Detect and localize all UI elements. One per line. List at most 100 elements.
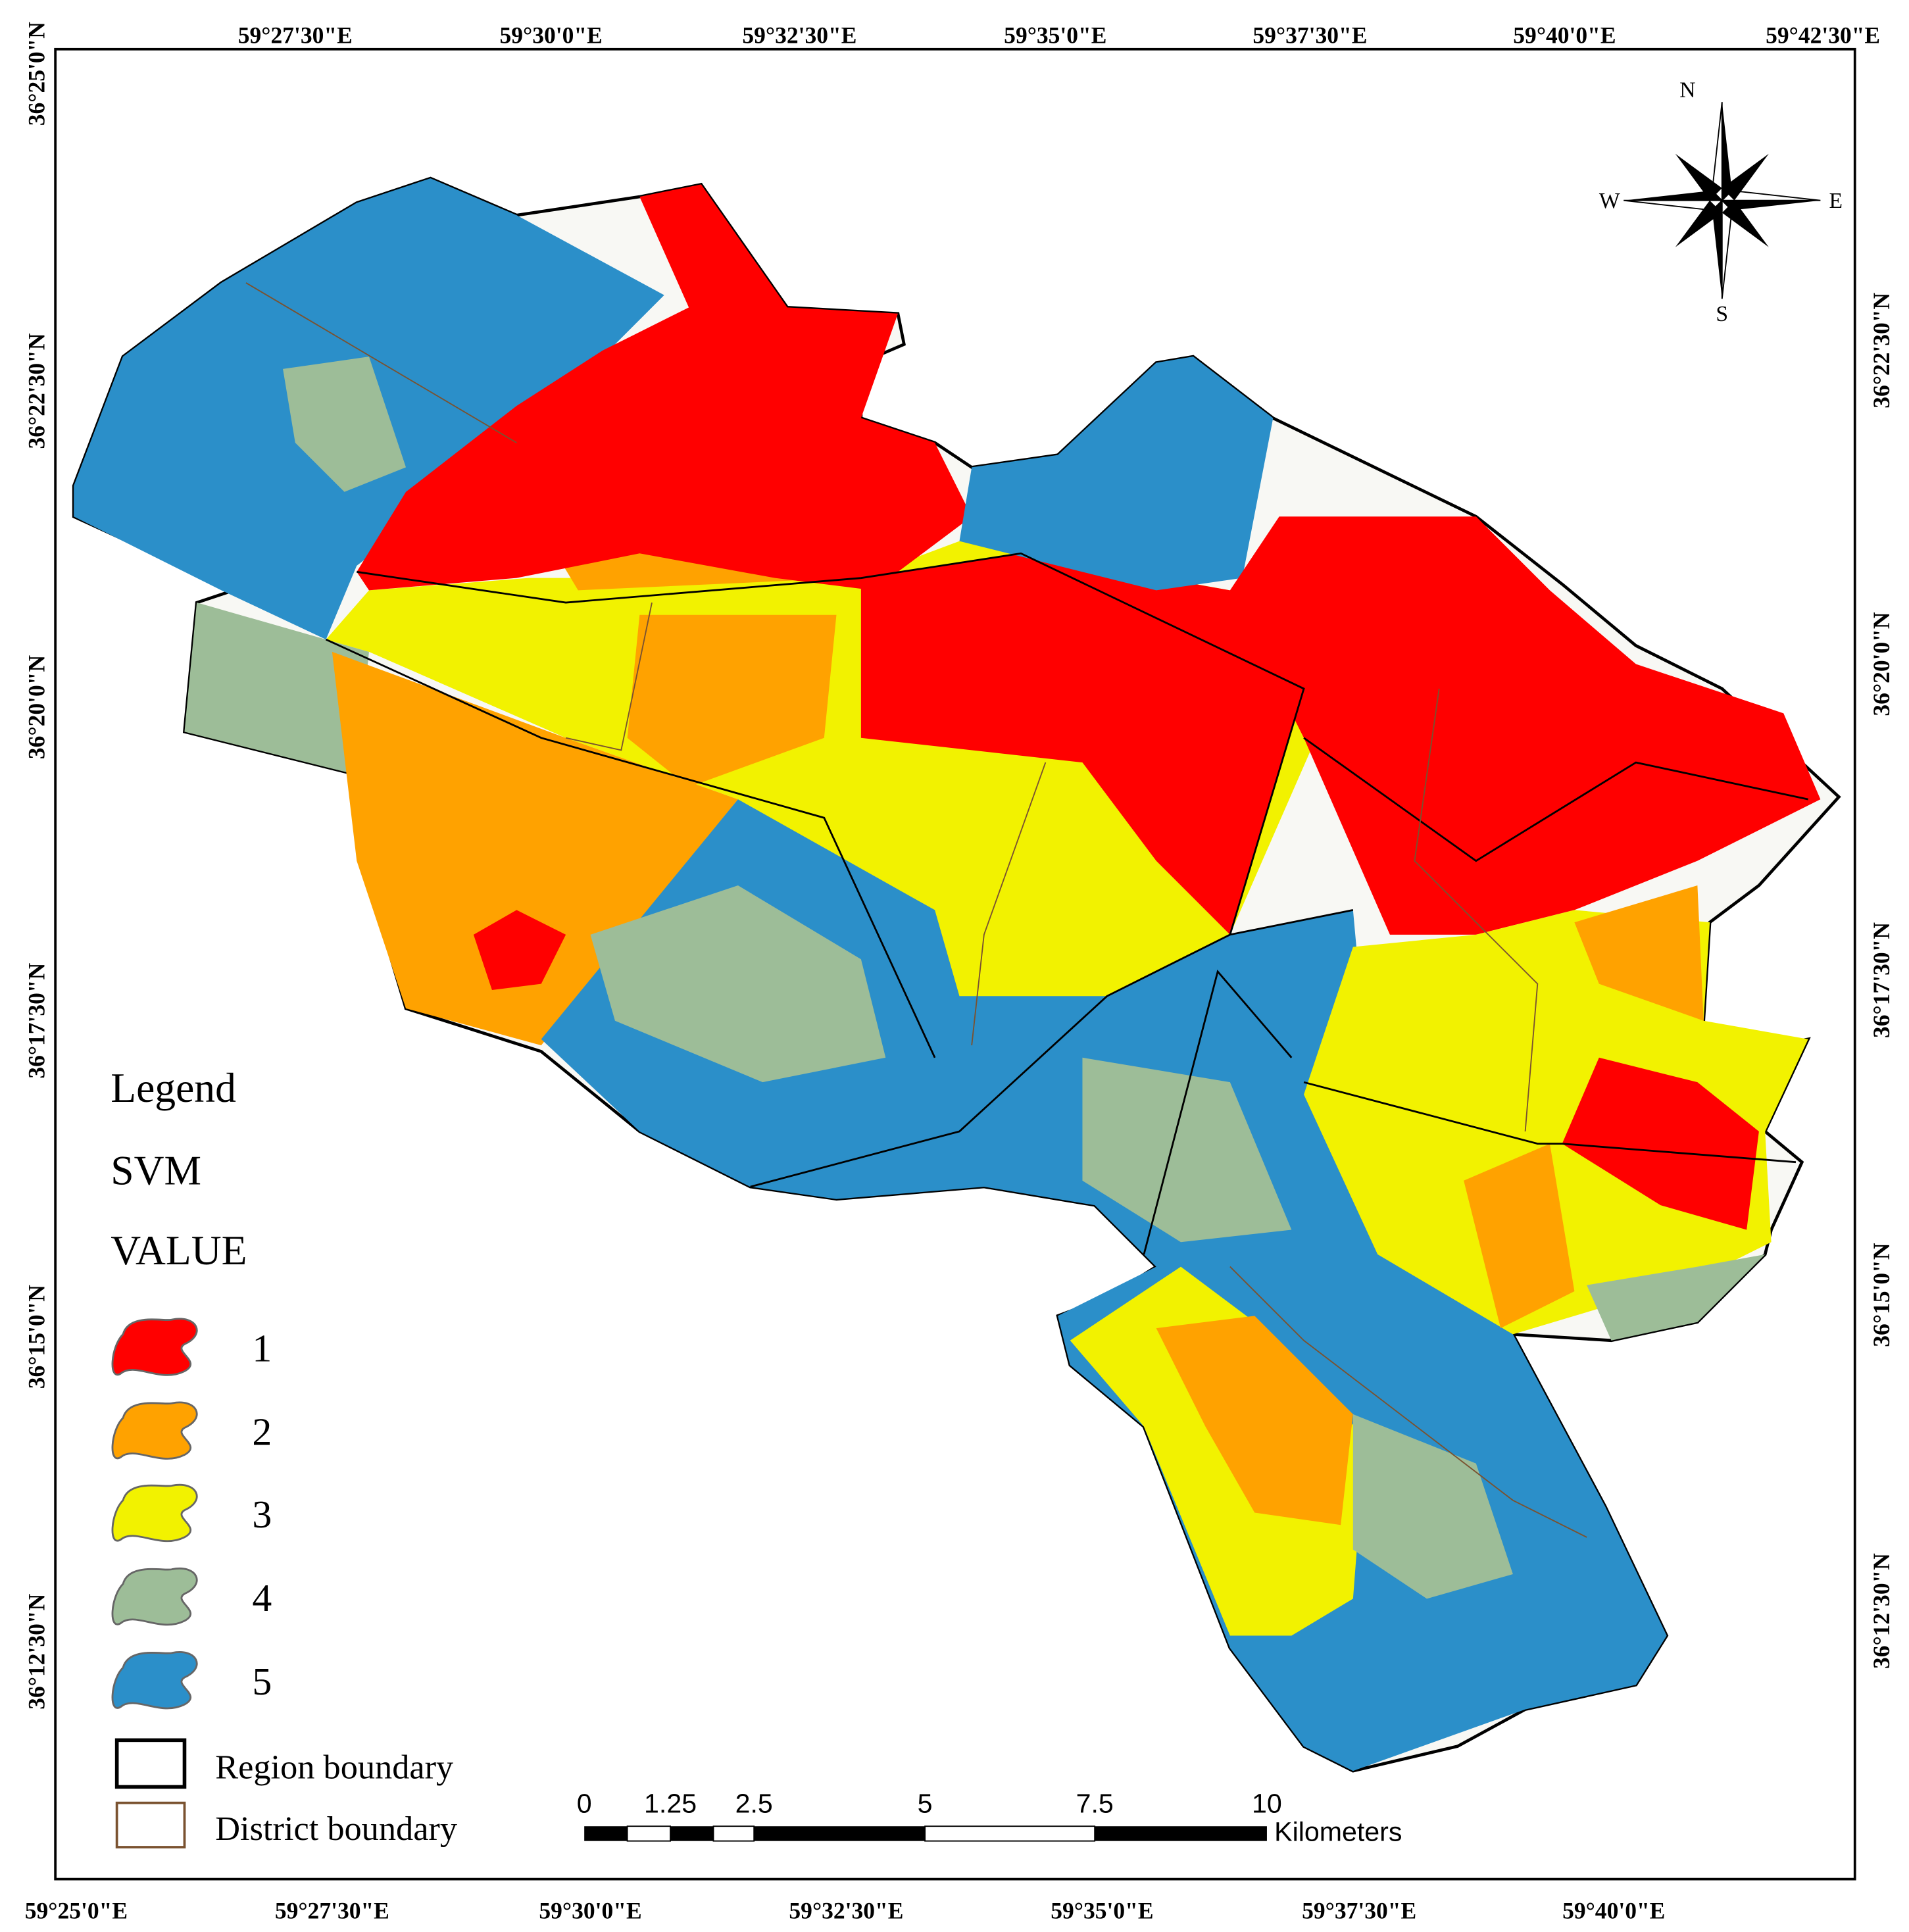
- compass-north: N: [1679, 78, 1695, 103]
- compass-arm: [1624, 190, 1722, 201]
- scale-bar: 0 1.25 2.5 5 7.5 10 Kilometers: [577, 1789, 1402, 1847]
- longitude-label: 59°37'30"E: [1252, 22, 1367, 48]
- map-frame: [54, 47, 1856, 1881]
- region-boundary: [1303, 1081, 1797, 1164]
- district-boundary: [1229, 1266, 1587, 1538]
- coordinate-labels: 59°27'30"E 59°30'0"E 59°32'30"E 59°35'0"E 59…: [23, 22, 1895, 1924]
- compass-arm: [1722, 200, 1821, 211]
- legend-swatch: [111, 1483, 198, 1543]
- legend-items: 1 2 3 4 5: [111, 1318, 272, 1710]
- legend-title: Legend: [111, 1064, 236, 1111]
- class-patch: [1562, 1057, 1759, 1230]
- region-boundary: [1143, 969, 1293, 1255]
- longitude-label: 59°27'30"E: [275, 1897, 389, 1923]
- scale-segment: [1095, 1826, 1267, 1841]
- scale-unit: Kilometers: [1274, 1817, 1402, 1847]
- class-patch: [283, 357, 407, 492]
- longitude-label: 59°30'0"E: [500, 22, 603, 48]
- legend-label: 2: [252, 1410, 272, 1454]
- class-patch: [1229, 516, 1821, 935]
- scale-label: 0: [577, 1789, 592, 1819]
- compass-east: E: [1829, 189, 1843, 213]
- longitude-label: 59°35'0"E: [1004, 22, 1106, 48]
- latitude-label: 36°15'0"N: [1868, 1243, 1895, 1347]
- class-patch: [1574, 885, 1704, 1021]
- legend-subtitle: SVM: [111, 1147, 201, 1193]
- longitude-label: 59°30'0"E: [539, 1897, 641, 1923]
- legend-boundary-swatch: [115, 1801, 186, 1848]
- scale-label: 10: [1252, 1789, 1282, 1819]
- district-boundary: [245, 282, 517, 443]
- compass-rose: N S E W: [1599, 78, 1843, 326]
- class-patch: [184, 603, 369, 775]
- scale-segment: [626, 1825, 672, 1842]
- latitude-label: 36°20'0"N: [23, 655, 49, 760]
- compass-arm: [1624, 199, 1724, 211]
- region-boundary: [1303, 737, 1808, 862]
- longitude-label: 59°42'30"E: [1766, 22, 1880, 48]
- latitude-label: 36°20'0"N: [1868, 612, 1895, 716]
- class-patch: [1352, 1414, 1513, 1599]
- scale-segment: [670, 1826, 714, 1841]
- region-boundary: [750, 933, 1231, 1188]
- scale-labels: 0 1.25 2.5 5 7.5 10: [577, 1789, 1282, 1819]
- longitude-label: 59°27'30"E: [238, 22, 353, 48]
- legend-label: 4: [252, 1576, 272, 1620]
- legend-swatch: [111, 1651, 198, 1710]
- longitude-label: 59°40'0"E: [1562, 1897, 1665, 1923]
- longitude-label: 59°32'30"E: [742, 22, 856, 48]
- latitude-label: 36°22'30"N: [1868, 292, 1895, 408]
- compass-arm: [1722, 200, 1769, 247]
- scale-label: 2.5: [735, 1789, 773, 1819]
- district-boundary: [1414, 688, 1539, 1132]
- scale-label: 1.25: [644, 1789, 697, 1819]
- legend-swatch: [111, 1318, 198, 1376]
- legend: Legend SVM VALUE 1 2 3 4 5 Region boundary D…: [111, 1064, 457, 1848]
- scale-segment: [924, 1825, 1096, 1842]
- longitude-label: 59°37'30"E: [1302, 1897, 1416, 1923]
- class-patch: [1587, 1254, 1766, 1341]
- class-patch: [1464, 1143, 1575, 1329]
- scale-segment: [712, 1825, 755, 1842]
- compass-arm: [1712, 200, 1722, 299]
- longitude-label: 59°25'0"E: [25, 1897, 128, 1923]
- latitude-label: 36°15'0"N: [23, 1285, 49, 1389]
- class-patch: [1082, 1057, 1292, 1243]
- compass-south: S: [1716, 302, 1728, 326]
- latitude-label: 36°22'30"N: [23, 333, 49, 449]
- latitude-label: 36°17'30"N: [1868, 922, 1895, 1038]
- longitude-label: 59°32'30"E: [789, 1897, 903, 1923]
- legend-swatch: [111, 1401, 198, 1460]
- class-patch: [959, 357, 1274, 591]
- class-patch: [1304, 910, 1808, 1335]
- class-patch: [1156, 1316, 1353, 1525]
- legend-swatch: [111, 1567, 198, 1626]
- longitude-label: 59°40'0"E: [1513, 22, 1616, 48]
- scale-label: 7.5: [1076, 1789, 1114, 1819]
- class-patch: [627, 614, 837, 787]
- legend-label: 1: [252, 1327, 272, 1370]
- latitude-label: 36°25'0"N: [23, 22, 49, 126]
- class-patch: [590, 885, 886, 1083]
- legend-label: 5: [252, 1660, 272, 1703]
- scale-segment: [754, 1826, 926, 1841]
- compass-arm: [1720, 189, 1821, 201]
- region-boundary: [325, 638, 936, 1058]
- scale-segment: [584, 1826, 628, 1841]
- legend-boundary-swatch: [114, 1738, 187, 1789]
- latitude-label: 36°12'30"N: [23, 1593, 49, 1709]
- class-patch: [860, 553, 1304, 935]
- legend-field: VALUE: [111, 1227, 247, 1274]
- class-patch: [473, 910, 566, 990]
- compass-arm: [1675, 200, 1722, 247]
- latitude-label: 36°12'30"N: [1868, 1553, 1895, 1669]
- class-patch: [332, 651, 738, 1046]
- compass-arm: [1722, 153, 1769, 201]
- classification-layer: [72, 176, 1841, 1773]
- compass-west: W: [1599, 189, 1620, 213]
- legend-boundary-label: Region boundary: [215, 1748, 453, 1786]
- compass-arm: [1675, 153, 1722, 201]
- longitude-label: 59°35'0"E: [1051, 1897, 1153, 1923]
- legend-boundary-label: District boundary: [215, 1810, 457, 1848]
